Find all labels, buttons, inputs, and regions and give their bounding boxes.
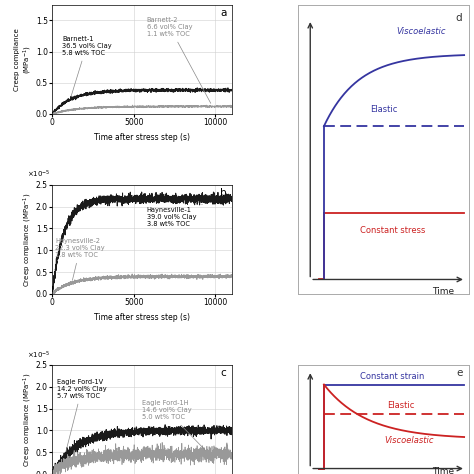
Text: Eagle Ford-1V
14.2 vol% Clay
5.7 wt% TOC: Eagle Ford-1V 14.2 vol% Clay 5.7 wt% TOC [57, 379, 107, 452]
Text: e: e [456, 368, 463, 378]
Text: Haynesville-1
39.0 vol% Clay
3.8 wt% TOC: Haynesville-1 39.0 vol% Clay 3.8 wt% TOC [147, 204, 202, 227]
Y-axis label: Creep compliance (MPa$^{-1}$): Creep compliance (MPa$^{-1}$) [22, 192, 35, 287]
Text: Viscoelastic: Viscoelastic [397, 27, 446, 36]
Text: Constant stress: Constant stress [360, 226, 425, 235]
Y-axis label: Creep compliance (MPa$^{-1}$): Creep compliance (MPa$^{-1}$) [22, 372, 35, 466]
Text: Eagle Ford-1H
14.6 vol% Clay
5.0 wt% TOC: Eagle Ford-1H 14.6 vol% Clay 5.0 wt% TOC [142, 401, 205, 450]
Text: Time: Time [433, 467, 455, 474]
X-axis label: Time after stress step (s): Time after stress step (s) [94, 313, 190, 322]
Text: a: a [220, 8, 226, 18]
Text: Elastic: Elastic [387, 401, 415, 410]
Text: Elastic: Elastic [370, 105, 398, 114]
Text: Barnett-1
36.5 vol% Clay
5.8 wt% TOC: Barnett-1 36.5 vol% Clay 5.8 wt% TOC [62, 36, 111, 97]
Text: $\times10^{-5}$: $\times10^{-5}$ [27, 169, 51, 181]
Text: Haynesville-2
22.3 vol% Clay
1.8 wt% TOC: Haynesville-2 22.3 vol% Clay 1.8 wt% TOC [55, 238, 105, 280]
Text: Time: Time [433, 287, 455, 296]
Text: Barnett-2
6.6 vol% Clay
1.1 wt% TOC: Barnett-2 6.6 vol% Clay 1.1 wt% TOC [147, 17, 211, 103]
Text: c: c [220, 368, 226, 378]
Y-axis label: Creep compliance
(MPa$^{-1}$): Creep compliance (MPa$^{-1}$) [15, 28, 35, 91]
Text: $\times10^{-5}$: $\times10^{-5}$ [27, 349, 51, 361]
Text: b: b [219, 188, 226, 198]
Text: Constant strain: Constant strain [360, 372, 425, 381]
Text: d: d [456, 13, 463, 23]
Text: Viscoelastic: Viscoelastic [385, 437, 434, 446]
X-axis label: Time after stress step (s): Time after stress step (s) [94, 133, 190, 142]
